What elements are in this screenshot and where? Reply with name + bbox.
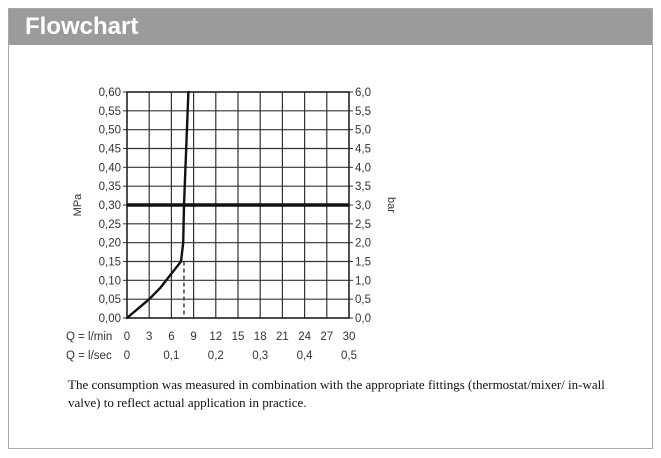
y-left-tick-label: 0,20: [99, 238, 121, 250]
x-primary-tick-label: 30: [343, 331, 356, 343]
y-left-tick-label: 0,60: [99, 87, 121, 99]
x-primary-tick-label: 15: [232, 331, 245, 343]
x-secondary-tick-label: 0,1: [163, 350, 179, 362]
x-secondary-tick-label: 0,2: [208, 350, 224, 362]
y-right-tick-label: 2,5: [355, 219, 371, 231]
y-right-tick-label: 0,5: [355, 294, 371, 306]
flowchart-panel: Flowchart: [8, 8, 653, 449]
y-left-tick-label: 0,50: [99, 125, 121, 137]
panel-header: Flowchart: [9, 9, 652, 45]
y-right-axis-label: bar: [385, 197, 397, 213]
x-primary-tick-label: 21: [276, 331, 289, 343]
y-left-tick-label: 0,15: [99, 257, 121, 269]
y-right-tick-label: 3,0: [355, 200, 371, 212]
y-right-tick-label: 3,5: [355, 181, 371, 193]
y-right-tick-label: 0,0: [355, 313, 371, 325]
x-secondary-tick-label: 0,4: [297, 350, 314, 362]
x-primary-tick-label: 18: [254, 331, 267, 343]
y-left-tick-label: 0,30: [99, 200, 121, 212]
chart-caption: The consumption was measured in combinat…: [68, 377, 605, 410]
y-right-tick-label: 1,5: [355, 257, 371, 269]
y-left-tick-label: 0,05: [99, 294, 121, 306]
x-primary-tick-label: 3: [146, 331, 152, 343]
x-secondary-tick-label: 0: [124, 350, 130, 362]
y-left-tick-label: 0,35: [99, 181, 121, 193]
y-left-tick-label: 0,40: [99, 162, 121, 174]
y-left-tick-label: 0,00: [99, 313, 121, 325]
y-right-tick-label: 5,0: [355, 125, 371, 137]
y-left-tick-label: 0,45: [99, 144, 121, 156]
y-left-tick-label: 0,10: [99, 275, 121, 287]
y-left-axis-label: MPa: [72, 193, 84, 217]
x-secondary-tick-label: 0,3: [252, 350, 268, 362]
x-primary-tick-label: 0: [124, 331, 130, 343]
x-primary-tick-label: 9: [190, 331, 196, 343]
x-primary-tick-label: 12: [209, 331, 222, 343]
x-primary-tick-label: 24: [298, 331, 311, 343]
y-right-tick-label: 2,0: [355, 238, 371, 250]
y-left-tick-label: 0,25: [99, 219, 121, 231]
x-primary-tick-label: 27: [320, 331, 333, 343]
flow-curve-series: [125, 90, 190, 320]
y-right-tick-label: 4,5: [355, 144, 371, 156]
y-right-tick-label: 1,0: [355, 275, 371, 287]
y-right-tick-label: 4,0: [355, 162, 371, 174]
y-left-tick-label: 0,55: [99, 106, 121, 118]
y-right-tick-label: 6,0: [355, 87, 371, 99]
x-primary-axis-label: Q = l/min: [66, 331, 112, 343]
y-right-tick-label: 5,5: [355, 106, 371, 118]
panel-title: Flowchart: [25, 13, 139, 40]
x-secondary-tick-label: 0,5: [341, 350, 357, 362]
x-primary-tick-label: 6: [168, 331, 174, 343]
x-secondary-axis-label: Q = l/sec: [66, 350, 112, 362]
